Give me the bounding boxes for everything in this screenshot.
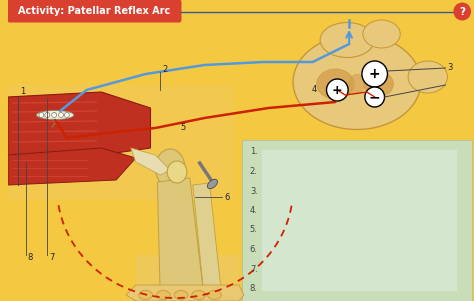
Circle shape [59,113,64,117]
Circle shape [52,113,56,117]
Text: 8: 8 [27,253,33,262]
Text: 6: 6 [224,193,229,201]
Text: 8.: 8. [250,284,258,293]
Polygon shape [8,85,234,200]
Ellipse shape [156,290,170,299]
Text: −: − [369,91,381,104]
Polygon shape [157,178,205,301]
Circle shape [362,61,387,87]
Bar [242,140,472,301]
Ellipse shape [155,149,185,187]
Polygon shape [126,285,244,301]
Bar [262,150,457,291]
Ellipse shape [320,23,374,57]
Ellipse shape [139,290,153,299]
Circle shape [39,113,44,117]
Text: ?: ? [459,7,465,17]
Circle shape [45,113,50,117]
Text: Activity: Patellar Reflex Arc: Activity: Patellar Reflex Arc [18,7,171,17]
Ellipse shape [363,20,400,48]
Polygon shape [193,183,222,301]
Text: 2.: 2. [250,167,258,176]
Ellipse shape [317,69,354,99]
FancyBboxPatch shape [8,0,182,23]
Text: 7: 7 [49,253,55,262]
Bar [136,255,239,301]
Ellipse shape [408,61,447,93]
Text: 3.: 3. [250,187,258,196]
Ellipse shape [293,35,421,129]
Ellipse shape [167,161,187,183]
Text: 3: 3 [447,64,453,73]
Text: 1.: 1. [250,147,258,157]
Polygon shape [8,92,151,162]
Text: 6.: 6. [250,245,258,254]
Circle shape [327,79,348,101]
Ellipse shape [174,290,188,299]
Circle shape [453,2,471,20]
Ellipse shape [364,72,393,97]
Text: 5.: 5. [250,225,258,234]
Circle shape [64,113,69,117]
Polygon shape [8,148,136,185]
Circle shape [365,87,384,107]
Ellipse shape [208,290,221,299]
Ellipse shape [192,290,206,299]
Text: 4: 4 [312,85,317,95]
Text: +: + [369,67,381,82]
Text: 4.: 4. [250,206,258,215]
Polygon shape [131,148,170,175]
Ellipse shape [36,110,74,119]
Ellipse shape [350,74,365,94]
Text: 2: 2 [162,66,167,75]
Text: 1: 1 [20,88,25,97]
Text: +: + [332,84,343,97]
Text: 5: 5 [180,123,185,132]
Text: 7.: 7. [250,265,258,274]
Ellipse shape [208,179,218,189]
